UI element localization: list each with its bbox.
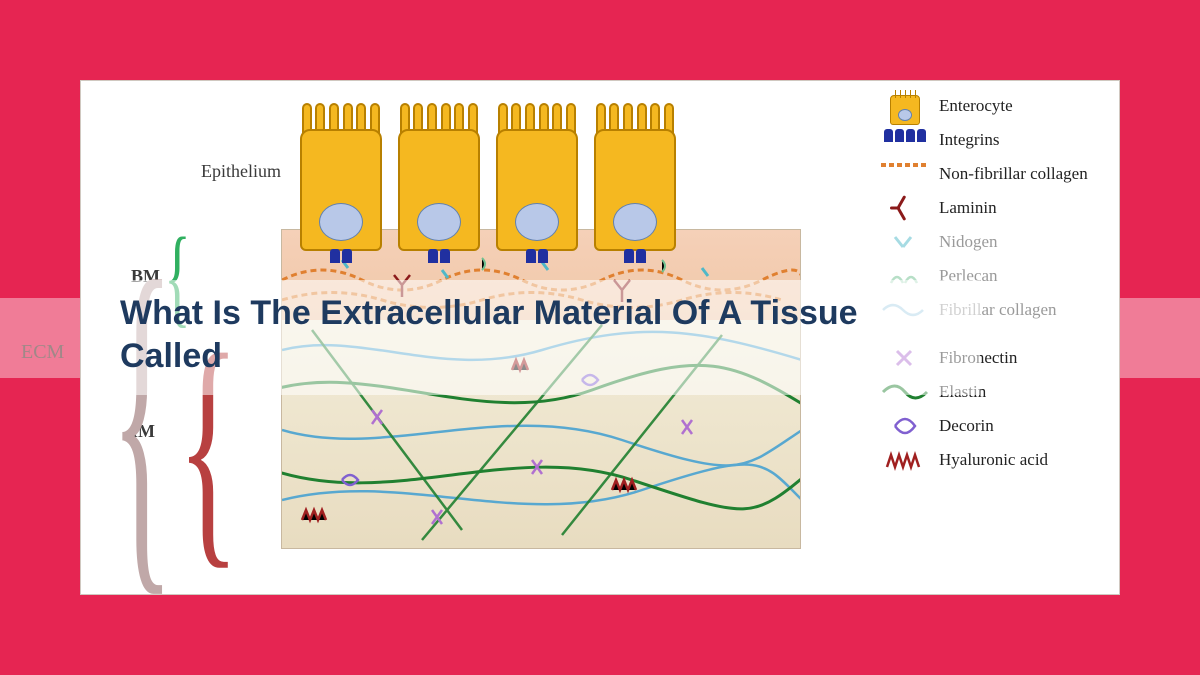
- nucleus-icon: [417, 203, 461, 241]
- legend-label: Hyaluronic acid: [939, 450, 1048, 470]
- title-overlay: What Is The Extracellular Material Of A …: [100, 280, 980, 395]
- enterocyte-icon: [890, 95, 920, 125]
- legend-label: Enterocyte: [939, 96, 1013, 116]
- nucleus-icon: [613, 203, 657, 241]
- integrin-icon: [624, 249, 646, 263]
- integrin-icon: [526, 249, 548, 263]
- enterocyte-cell: [296, 101, 386, 251]
- hyaluronic-acid-icon: [881, 449, 929, 471]
- nucleus-icon: [319, 203, 363, 241]
- ecm-label: ECM: [21, 341, 64, 364]
- legend-nonfibrillar-collagen: Non-fibrillar collagen: [881, 161, 1101, 187]
- nonfibrillar-collagen-icon: [881, 163, 929, 167]
- legend-label: Laminin: [939, 198, 997, 218]
- legend-decorin: Decorin: [881, 413, 1101, 439]
- legend-laminin: Laminin: [881, 195, 1101, 221]
- legend-label: Integrins: [939, 130, 999, 150]
- laminin-icon: [894, 197, 916, 219]
- page-title: What Is The Extracellular Material Of A …: [120, 292, 960, 377]
- nucleus-icon: [515, 203, 559, 241]
- legend-integrins: Integrins: [881, 127, 1101, 153]
- integrin-icon: [330, 249, 352, 263]
- integrin-icon: [428, 249, 450, 263]
- integrins-icon: [881, 129, 929, 142]
- decorin-icon: [881, 415, 929, 437]
- legend-label: Nidogen: [939, 232, 998, 252]
- legend-label: Decorin: [939, 416, 994, 436]
- enterocyte-cell: [590, 101, 680, 251]
- enterocyte-cell: [492, 101, 582, 251]
- enterocyte-row: [296, 101, 680, 251]
- legend-enterocyte: Enterocyte: [881, 93, 1101, 119]
- legend-label: Non-fibrillar collagen: [939, 164, 1088, 184]
- legend-nidogen: Nidogen: [881, 229, 1101, 255]
- legend-hyaluronic-acid: Hyaluronic acid: [881, 447, 1101, 473]
- enterocyte-cell: [394, 101, 484, 251]
- nidogen-icon: [881, 231, 929, 253]
